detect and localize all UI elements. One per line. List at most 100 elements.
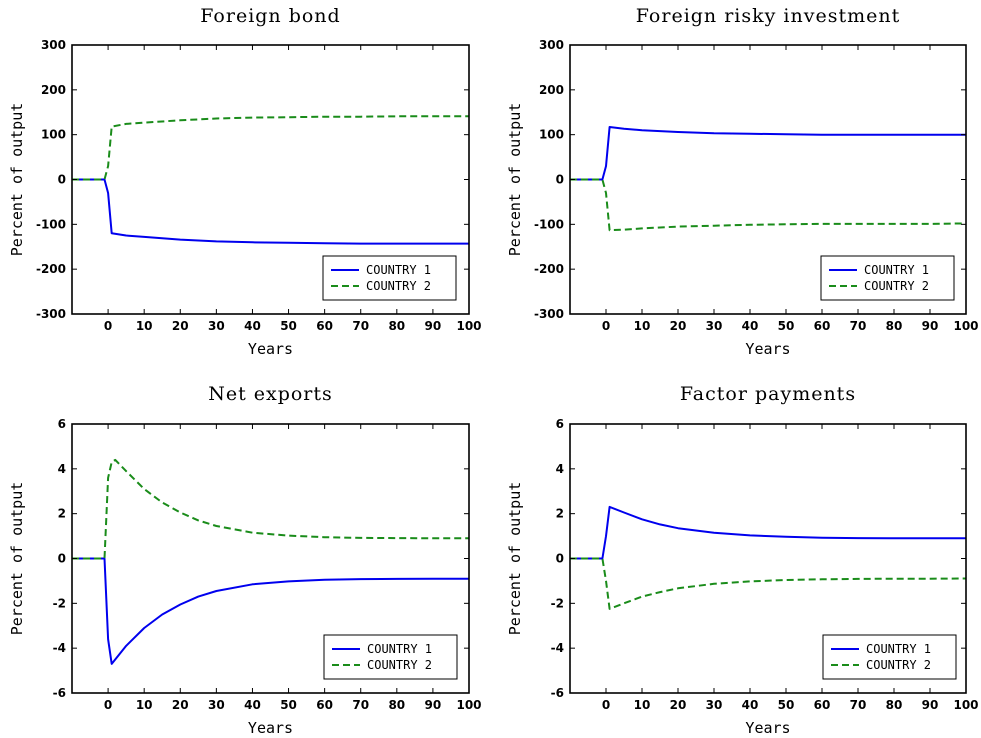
chart-title: Factor payments [680, 383, 856, 405]
x-tick-label: 20 [670, 698, 687, 712]
y-tick-label: 200 [41, 83, 66, 97]
x-tick-label: 60 [316, 319, 333, 333]
x-tick-label: 40 [244, 698, 261, 712]
x-tick-label: 0 [602, 698, 610, 712]
x-tick-label: 60 [814, 698, 831, 712]
x-tick-label: 70 [352, 698, 369, 712]
y-tick-label: 4 [58, 462, 66, 476]
y-tick-label: -6 [551, 686, 564, 700]
x-tick-label: 20 [172, 319, 189, 333]
x-tick-label: 50 [778, 698, 795, 712]
x-tick-label: 20 [172, 698, 189, 712]
y-tick-label: -2 [551, 596, 564, 610]
legend-label-1: COUNTRY 1 [866, 642, 931, 656]
x-tick-label: 50 [280, 319, 297, 333]
series-line-2 [570, 557, 966, 610]
x-tick-label: 60 [814, 319, 831, 333]
x-tick-label: 60 [316, 698, 333, 712]
x-tick-label: 70 [850, 319, 867, 333]
y-tick-label: 4 [556, 462, 564, 476]
legend-box [323, 634, 458, 680]
x-tick-label: 10 [634, 319, 651, 333]
x-tick-label: 70 [850, 698, 867, 712]
legend: COUNTRY 1 COUNTRY 2 [323, 634, 458, 680]
x-tick-label: 0 [602, 319, 610, 333]
y-tick-label: -300 [36, 307, 66, 321]
legend-box [820, 255, 955, 301]
x-axis-label: Years [248, 340, 293, 358]
x-tick-label: 50 [778, 319, 795, 333]
series-line-1 [570, 505, 966, 560]
x-tick-label: 50 [280, 698, 297, 712]
legend-label-1: COUNTRY 1 [366, 263, 431, 277]
y-tick-label: 6 [58, 417, 66, 431]
x-tick-label: 90 [922, 698, 939, 712]
x-tick-label: 40 [742, 319, 759, 333]
y-tick-label: 0 [556, 552, 564, 566]
chart-title: Foreign bond [200, 5, 340, 27]
series-line-1 [570, 126, 966, 181]
legend: COUNTRY 1 COUNTRY 2 [820, 255, 955, 301]
y-tick-label: -300 [534, 307, 564, 321]
x-tick-label: 90 [425, 698, 442, 712]
legend-label-1: COUNTRY 1 [864, 263, 929, 277]
legend-box [322, 255, 457, 301]
y-tick-label: 300 [41, 38, 66, 52]
series-line-2 [570, 178, 966, 232]
x-tick-label: 0 [104, 319, 112, 333]
y-tick-label: 200 [539, 83, 564, 97]
legend-label-2: COUNTRY 2 [367, 658, 432, 672]
y-tick-label: 2 [58, 507, 66, 521]
x-tick-label: 90 [425, 319, 442, 333]
legend-box [822, 634, 957, 680]
x-tick-label: 80 [388, 319, 405, 333]
y-axis-label: Percent of output [8, 482, 26, 636]
x-axis-label: Years [745, 719, 790, 737]
legend-label-2: COUNTRY 2 [866, 658, 931, 672]
x-tick-label: 100 [953, 698, 978, 712]
y-tick-label: 0 [58, 552, 66, 566]
y-tick-label: -6 [53, 686, 66, 700]
legend-label-2: COUNTRY 2 [366, 279, 431, 293]
x-tick-label: 100 [456, 319, 481, 333]
x-tick-label: 30 [208, 319, 225, 333]
chart-panel-2: Foreign risky investment 0 10 20 30 40 50 60 70 8… [506, 5, 979, 358]
x-tick-label: 20 [670, 319, 687, 333]
x-tick-label: 100 [953, 319, 978, 333]
x-tick-label: 30 [706, 319, 723, 333]
x-tick-label: 70 [352, 319, 369, 333]
y-tick-label: 6 [556, 417, 564, 431]
x-tick-label: 40 [244, 319, 261, 333]
legend-label-2: COUNTRY 2 [864, 279, 929, 293]
x-tick-label: 10 [634, 698, 651, 712]
x-tick-label: 0 [104, 698, 112, 712]
chart-panel-1: Foreign bond 0 10 20 30 40 50 60 70 80 90 100 -300 -2… [8, 5, 482, 358]
y-tick-label: 100 [41, 128, 66, 142]
x-tick-label: 30 [706, 698, 723, 712]
y-tick-label: 2 [556, 507, 564, 521]
chart-title: Foreign risky investment [636, 5, 900, 27]
y-axis-label: Percent of output [506, 482, 524, 636]
chart-panel-3: Net exports 0 10 20 30 40 50 60 70 80 90 100 -6 -4 -2 0… [8, 383, 482, 737]
x-tick-label: 90 [922, 319, 939, 333]
series-line-1 [72, 557, 469, 665]
y-tick-label: -200 [36, 262, 66, 276]
y-tick-label: -4 [53, 641, 66, 655]
y-axis-label: Percent of output [506, 103, 524, 257]
series-line-1 [72, 178, 469, 245]
x-tick-label: 80 [388, 698, 405, 712]
series-line-2 [72, 458, 469, 560]
legend-label-1: COUNTRY 1 [367, 642, 432, 656]
y-tick-label: -100 [534, 217, 564, 231]
y-tick-label: 0 [58, 173, 66, 187]
x-tick-label: 40 [742, 698, 759, 712]
x-tick-label: 100 [456, 698, 481, 712]
x-tick-label: 10 [136, 698, 153, 712]
x-tick-label: 10 [136, 319, 153, 333]
y-tick-label: -2 [53, 596, 66, 610]
y-axis-label: Percent of output [8, 103, 26, 257]
x-axis-label: Years [248, 719, 293, 737]
x-axis-label: Years [745, 340, 790, 358]
y-tick-label: -4 [551, 641, 564, 655]
